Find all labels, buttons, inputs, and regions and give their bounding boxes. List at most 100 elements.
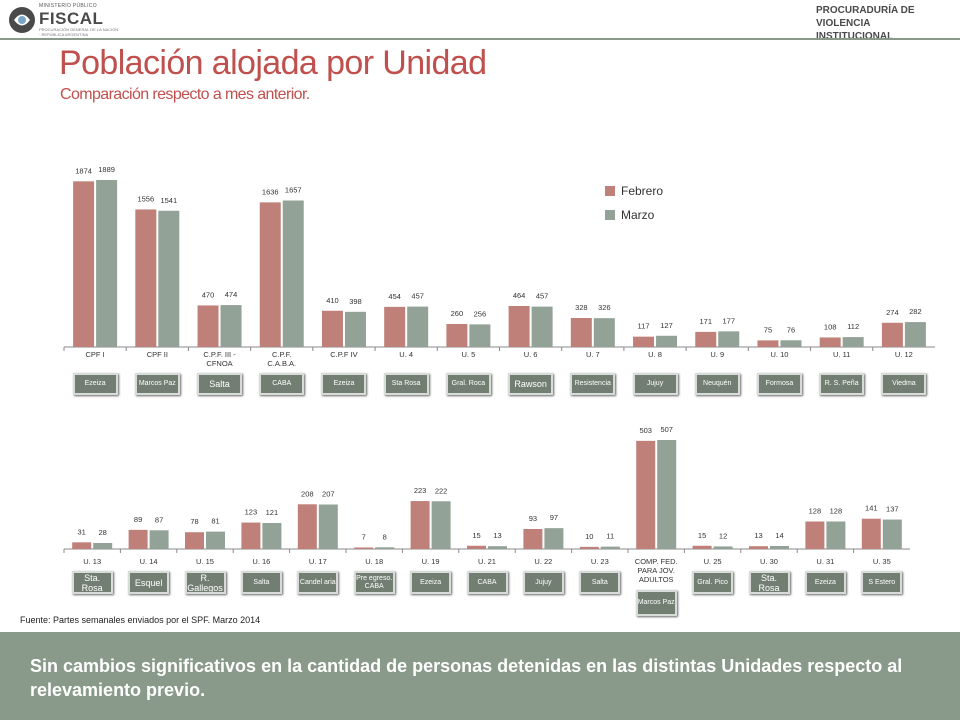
data-label: 256 — [474, 309, 487, 318]
location-tag: Viedma — [881, 373, 927, 395]
bar-febrero — [297, 504, 317, 549]
bar-febrero — [695, 331, 717, 347]
bar-febrero — [692, 545, 712, 549]
data-label: 326 — [598, 303, 611, 312]
organization-name: PROCURADURÍA DE VIOLENCIA INSTITUCIONAL — [816, 5, 915, 42]
data-label: 7 — [362, 532, 366, 541]
data-label: 274 — [886, 308, 899, 317]
location-tag: CABA — [259, 373, 305, 395]
category-label: U. 10 — [770, 350, 788, 359]
location-tag: Jujuy — [522, 571, 564, 594]
category-label: COMP. FED. — [635, 557, 678, 566]
location-tag: Sta. Rosa — [71, 571, 113, 594]
bar-marzo — [718, 331, 740, 347]
logo: MINISTERIO PÚBLICO FISCAL PROCURACIÓN GE… — [8, 3, 128, 37]
data-label: 12 — [719, 531, 727, 540]
category-label: U. 25 — [704, 557, 722, 566]
data-label: 87 — [155, 515, 163, 524]
location-tag: Sta Rosa — [383, 373, 429, 395]
bar-marzo — [220, 305, 242, 347]
bar-marzo — [657, 440, 677, 549]
bar-febrero — [135, 209, 157, 347]
category-label: U. 7 — [586, 350, 600, 359]
data-label: 15 — [698, 531, 706, 540]
data-label: 13 — [754, 531, 762, 540]
category-label: U. 9 — [710, 350, 724, 359]
bar-febrero — [72, 542, 92, 549]
category-label: U. 30 — [760, 557, 778, 566]
bar-marzo — [344, 311, 366, 347]
source-note: Fuente: Partes semanales enviados por el… — [20, 615, 261, 625]
bar-febrero — [197, 305, 219, 347]
bar-febrero — [861, 518, 881, 549]
data-label: 398 — [349, 297, 362, 306]
data-label: 171 — [699, 317, 712, 326]
data-label: 222 — [435, 486, 448, 495]
category-label: U. 6 — [524, 350, 538, 359]
data-label: 97 — [550, 513, 558, 522]
data-label: 81 — [211, 517, 219, 526]
logo-emblem-icon — [9, 7, 35, 33]
bar-febrero — [523, 529, 543, 549]
bar-marzo — [770, 545, 789, 549]
category-label: U. 15 — [196, 557, 214, 566]
location-tag: Resistencia — [570, 373, 616, 395]
bar-marzo — [713, 546, 733, 549]
location-tag: Ezeiza — [410, 571, 452, 594]
data-label: 89 — [134, 515, 142, 524]
data-label: 282 — [909, 307, 922, 316]
summary-band: Sin cambios significativos en la cantida… — [0, 632, 960, 720]
category-label: U. 22 — [534, 557, 552, 566]
bar-marzo — [780, 340, 802, 347]
bar-marzo — [318, 504, 338, 549]
bar-febrero — [819, 337, 841, 347]
location-tag: Ezeiza — [321, 373, 367, 395]
location-tag: Jujuy — [632, 373, 678, 395]
bar-febrero — [579, 546, 599, 549]
location-tag: R. S. Peña — [819, 373, 865, 395]
location-tag: Formosa — [756, 373, 802, 395]
data-label: 464 — [513, 291, 526, 300]
bar-marzo — [842, 337, 864, 347]
location-tag: Rawson — [508, 373, 554, 395]
bar-marzo — [600, 546, 620, 549]
data-label: 177 — [722, 316, 735, 325]
category-label: C.A.B.A. — [267, 359, 296, 368]
data-label: 76 — [787, 325, 795, 334]
category-label: CPF I — [86, 350, 105, 359]
data-label: 470 — [202, 290, 215, 299]
location-tag: Marcos Paz — [635, 590, 677, 616]
bar-marzo — [282, 200, 304, 347]
bar-marzo — [93, 542, 113, 549]
data-label: 474 — [225, 290, 238, 299]
bar-charts: 1874 1889 CPF I 1556 1541 CPF II 470 474 C.P.F. … — [63, 165, 935, 584]
data-label: 223 — [414, 486, 427, 495]
data-label: 207 — [322, 489, 335, 498]
bar-marzo — [206, 531, 225, 549]
location-tag: Salta — [197, 373, 243, 395]
bar-marzo — [904, 322, 926, 347]
location-tag: S Estero — [861, 571, 903, 594]
category-label: CFNOA — [206, 359, 232, 368]
bar-febrero — [757, 340, 779, 347]
location-tag: CABA — [466, 571, 508, 594]
logo-main-text: FISCAL — [39, 9, 104, 28]
location-tag: Pre egreso. CABA — [353, 571, 395, 594]
category-label: C.P.F. III - — [203, 350, 236, 359]
data-label: 260 — [451, 309, 464, 318]
data-label: 128 — [830, 506, 843, 515]
data-label: 15 — [472, 531, 480, 540]
data-label: 117 — [638, 322, 650, 331]
data-label: 10 — [585, 532, 593, 541]
data-label: 75 — [764, 325, 772, 334]
data-label: 1874 — [75, 166, 92, 175]
data-label: 127 — [660, 321, 673, 330]
bar-marzo — [656, 335, 678, 347]
bar-febrero — [185, 532, 204, 549]
bar-febrero — [410, 501, 430, 549]
bar-marzo — [149, 530, 169, 549]
data-label: 13 — [493, 531, 501, 540]
bar-marzo — [882, 519, 902, 549]
location-tag: Salta — [579, 571, 621, 594]
category-label: CPF II — [147, 350, 168, 359]
